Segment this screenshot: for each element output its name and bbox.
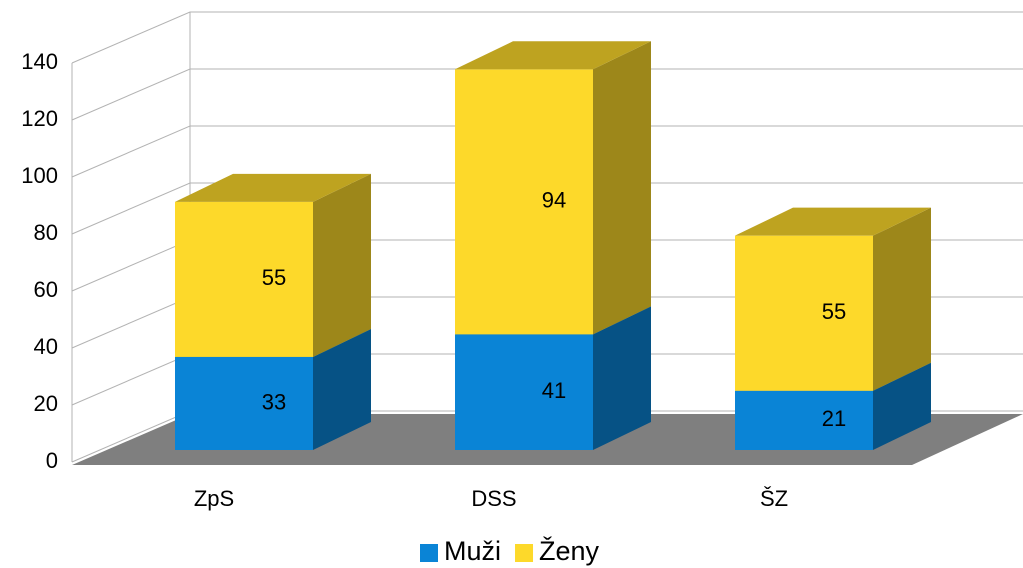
y-tick-label: 60: [34, 277, 58, 302]
y-tick-label: 40: [34, 334, 58, 359]
y-tick-label: 140: [21, 49, 58, 74]
bar-top: [175, 173, 371, 202]
y-tick-label: 20: [34, 391, 58, 416]
y-tick-label: 120: [21, 106, 58, 131]
grid-line: [71, 11, 1023, 64]
x-tick-label: ŠZ: [760, 486, 788, 511]
legend-label: Muži: [444, 536, 501, 566]
bar-side: [313, 173, 371, 357]
bar-side: [593, 306, 651, 450]
bar: [735, 235, 873, 391]
bar: [455, 334, 593, 450]
x-tick-label: ZpS: [194, 486, 234, 511]
data-label: 55: [822, 299, 846, 324]
legend-swatch: [420, 544, 438, 562]
data-label: 33: [262, 389, 286, 414]
bar: [175, 356, 313, 450]
bar-top: [455, 41, 651, 70]
data-label: 41: [542, 378, 566, 403]
bar-side: [593, 41, 651, 335]
legend-label: Ženy: [539, 535, 600, 566]
bar-side: [313, 328, 371, 450]
bar-side: [873, 362, 931, 450]
bar: [455, 69, 593, 335]
y-tick-label: 100: [21, 163, 58, 188]
data-label: 55: [262, 265, 286, 290]
bar: [175, 201, 313, 357]
x-tick-label: DSS: [471, 486, 516, 511]
grid-line: [71, 182, 1023, 235]
y-tick-label: 80: [34, 220, 58, 245]
data-label: 94: [542, 188, 566, 213]
bar: [735, 390, 873, 450]
y-tick-label: 0: [46, 448, 58, 473]
grid-line: [71, 68, 1023, 121]
bar-side: [873, 207, 931, 391]
legend-swatch: [515, 544, 534, 562]
bar-top: [735, 207, 931, 236]
data-label: 21: [822, 406, 846, 431]
grid-line: [71, 125, 1023, 178]
